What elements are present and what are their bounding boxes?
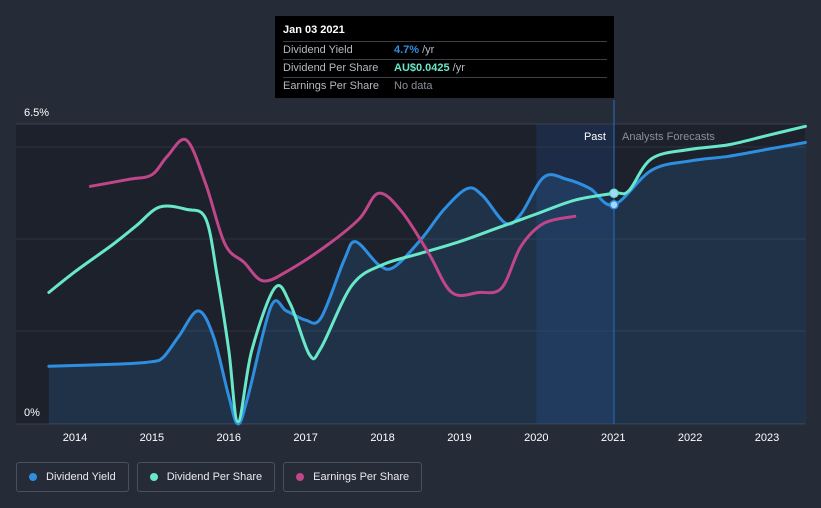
marker-layer: [609, 188, 619, 210]
x-tick-label: 2020: [524, 432, 548, 444]
tooltip-row-dividend-yield: Dividend Yield 4.7% /yr: [283, 41, 607, 59]
series-line-earnings-per-share: [88, 137, 577, 298]
tooltip: Jan 03 2021 Dividend Yield 4.7% /yr Divi…: [275, 16, 614, 98]
legend-dot-icon: [149, 473, 158, 481]
legend-label: Dividend Yield: [46, 471, 116, 483]
legend-item-dividend-yield[interactable]: Dividend Yield: [16, 462, 129, 492]
series-layer: [47, 124, 807, 426]
x-axis: 2014 2015 2016 2017 2018 2019 2020 2021 2022 2023: [63, 432, 779, 444]
tooltip-unit: /yr: [452, 62, 465, 74]
x-tick-label: 2021: [601, 432, 625, 444]
marker-dividend-per-share[interactable]: [609, 188, 619, 198]
legend-dot-icon: [296, 473, 305, 481]
x-tick-label: 2019: [447, 432, 471, 444]
x-tick-label: 2023: [755, 432, 779, 444]
tooltip-label: Earnings Per Share: [283, 80, 379, 92]
y-axis-max-label: 6.5%: [24, 107, 49, 119]
tooltip-value: AU$0.0425: [394, 62, 450, 74]
tooltip-row-earnings-per-share: Earnings Per Share No data: [283, 77, 607, 95]
legend-dot-icon: [29, 473, 37, 481]
x-tick-label: 2022: [678, 432, 702, 444]
x-tick-label: 2017: [293, 432, 317, 444]
plot-background: [16, 124, 805, 424]
x-tick-label: 2018: [370, 432, 394, 444]
x-tick-label: 2016: [217, 432, 241, 444]
gridlines: [16, 123, 805, 425]
tooltip-unit: /yr: [422, 44, 435, 56]
marker-dividend-yield[interactable]: [609, 200, 619, 210]
series-area-dividend-yield: [48, 142, 806, 424]
x-tick-label: 2014: [63, 432, 87, 444]
tooltip-label: Dividend Yield: [283, 44, 353, 56]
legend-label: Dividend Per Share: [166, 471, 263, 483]
series-line-dividend-yield: [47, 140, 807, 426]
legend-item-dividend-per-share[interactable]: Dividend Per Share: [136, 462, 276, 492]
x-tick-label: 2015: [140, 432, 164, 444]
tooltip-label: Dividend Per Share: [283, 62, 379, 74]
tooltip-value: No data: [394, 80, 433, 92]
series-line-dividend-per-share: [47, 124, 807, 424]
legend-item-earnings-per-share[interactable]: Earnings Per Share: [283, 462, 423, 492]
legend: Dividend Yield Dividend Per Share Earnin…: [16, 462, 423, 492]
y-axis-min-label: 0%: [24, 407, 40, 419]
tooltip-row-dividend-per-share: Dividend Per Share AU$0.0425 /yr: [283, 59, 607, 77]
forecast-label: Analysts Forecasts: [622, 131, 715, 143]
tooltip-value: 4.7%: [394, 44, 420, 56]
past-label: Past: [584, 131, 606, 143]
legend-label: Earnings Per Share: [313, 471, 410, 483]
tooltip-date: Jan 03 2021: [283, 24, 345, 36]
